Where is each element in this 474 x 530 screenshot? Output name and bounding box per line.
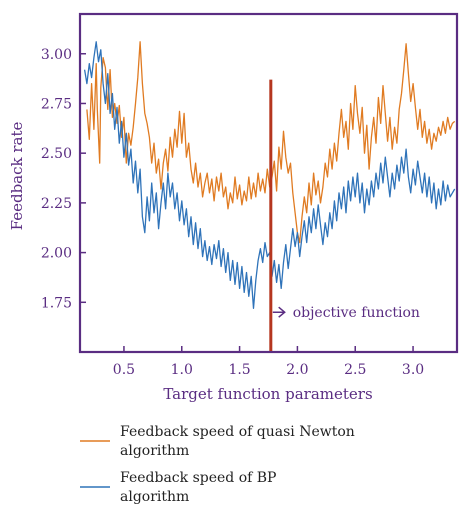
- x-axis-title: Target function parameters: [163, 385, 372, 403]
- y-tick-label: 2.25: [41, 196, 72, 212]
- y-axis-title: Feedback rate: [8, 121, 26, 230]
- y-tick-label: 1.75: [41, 295, 72, 311]
- y-tick-label: 2.00: [41, 246, 72, 262]
- plot-area: 1.75 2.00 2.25 2.50 2.75 3.00 0.5 1.0 1.5 2.0 2.5 3…: [41, 12, 459, 378]
- y-tick-label: 2.75: [41, 96, 72, 112]
- x-tick-label: 1.5: [228, 362, 250, 378]
- x-tick-label: 1.0: [171, 362, 193, 378]
- x-tick-label: 2.0: [286, 362, 308, 378]
- x-tick-label: 0.5: [113, 362, 135, 378]
- y-tick-label: 3.00: [41, 47, 72, 63]
- plot-frame: [78, 12, 459, 354]
- legend: Feedback speed of quasi Newton algorithm …: [80, 424, 355, 505]
- x-tick-label: 3.0: [402, 362, 424, 378]
- objective-arrow-head: [278, 306, 286, 318]
- y-tick-label: 2.50: [41, 146, 72, 162]
- legend-label-bp: Feedback speed of BP algorithm: [120, 470, 276, 505]
- x-tick-label: 2.5: [344, 362, 366, 378]
- legend-label-quasi-newton: Feedback speed of quasi Newton algorithm: [120, 424, 355, 459]
- objective-function-label: objective function: [293, 305, 420, 321]
